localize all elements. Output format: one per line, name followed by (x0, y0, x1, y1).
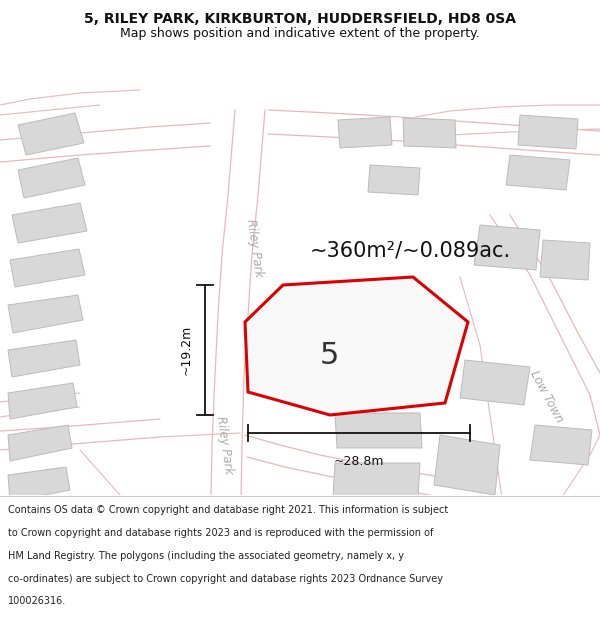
Text: Contains OS data © Crown copyright and database right 2021. This information is : Contains OS data © Crown copyright and d… (8, 506, 448, 516)
Polygon shape (333, 505, 405, 535)
Polygon shape (18, 113, 84, 155)
Text: ~19.2m: ~19.2m (180, 325, 193, 375)
Text: Low Town: Low Town (527, 369, 565, 425)
Polygon shape (18, 158, 85, 198)
Polygon shape (338, 117, 392, 148)
Polygon shape (335, 413, 422, 448)
Text: Map shows position and indicative extent of the property.: Map shows position and indicative extent… (120, 27, 480, 39)
Text: ~360m²/~0.089ac.: ~360m²/~0.089ac. (310, 240, 511, 260)
Polygon shape (10, 249, 85, 287)
Polygon shape (245, 277, 468, 415)
Text: 100026316.: 100026316. (8, 596, 66, 606)
Polygon shape (8, 425, 72, 461)
Polygon shape (368, 165, 420, 195)
Polygon shape (518, 115, 578, 149)
Polygon shape (434, 435, 500, 495)
Text: co-ordinates) are subject to Crown copyright and database rights 2023 Ordnance S: co-ordinates) are subject to Crown copyr… (8, 574, 443, 584)
Polygon shape (8, 340, 80, 377)
Polygon shape (12, 203, 87, 243)
Text: 5: 5 (320, 341, 339, 369)
Polygon shape (403, 118, 456, 148)
Text: ~28.8m: ~28.8m (334, 455, 384, 468)
Polygon shape (8, 295, 83, 333)
Text: to Crown copyright and database rights 2023 and is reproduced with the permissio: to Crown copyright and database rights 2… (8, 528, 433, 538)
Polygon shape (474, 225, 540, 270)
Polygon shape (8, 467, 70, 502)
Polygon shape (335, 363, 422, 403)
Polygon shape (540, 240, 590, 280)
Polygon shape (333, 463, 420, 498)
Text: Riley Park: Riley Park (244, 218, 266, 278)
Text: HM Land Registry. The polygons (including the associated geometry, namely x, y: HM Land Registry. The polygons (includin… (8, 551, 404, 561)
Text: 5, RILEY PARK, KIRKBURTON, HUDDERSFIELD, HD8 0SA: 5, RILEY PARK, KIRKBURTON, HUDDERSFIELD,… (84, 12, 516, 26)
Polygon shape (530, 425, 592, 465)
Polygon shape (506, 155, 570, 190)
Polygon shape (8, 383, 77, 419)
Text: Riley Park: Riley Park (214, 415, 236, 475)
Polygon shape (460, 360, 530, 405)
